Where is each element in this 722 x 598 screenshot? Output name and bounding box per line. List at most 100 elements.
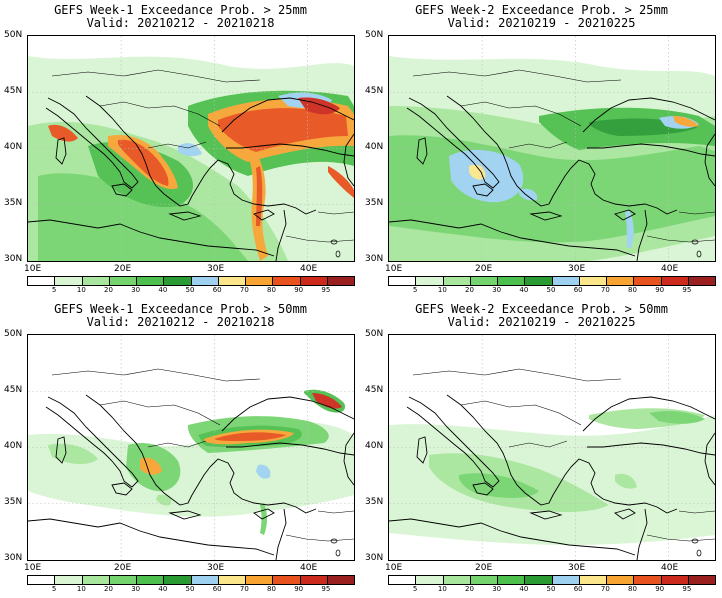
lat-label: 30N bbox=[4, 254, 23, 264]
panel-valid-dates: Valid: 20210219 - 20210225 bbox=[447, 315, 636, 329]
colorbar-segment bbox=[607, 277, 635, 285]
lat-label: 45N bbox=[4, 385, 23, 395]
lon-label: 30E bbox=[568, 264, 586, 274]
colorbar-label: 50 bbox=[546, 585, 556, 593]
colorbar-label: 60 bbox=[573, 585, 583, 593]
lon-label: 20E bbox=[475, 563, 493, 573]
lat-label: 30N bbox=[365, 553, 384, 563]
panel-title: GEFS Week-2 Exceedance Prob. > 50mm bbox=[415, 302, 668, 316]
colorbar-segment bbox=[82, 576, 110, 584]
colorbar-label: 60 bbox=[212, 286, 222, 294]
colorbar-segment bbox=[109, 277, 137, 285]
colorbar-segment bbox=[300, 576, 328, 584]
probability-map bbox=[388, 35, 716, 262]
colorbar-segment bbox=[416, 277, 444, 285]
colorbar-label: 80 bbox=[267, 585, 276, 593]
colorbar-segment bbox=[55, 576, 83, 584]
colorbar-label: 90 bbox=[294, 286, 304, 294]
lon-label: 40E bbox=[661, 563, 679, 573]
lat-label: 45N bbox=[365, 385, 384, 395]
colorbar-label: 70 bbox=[239, 286, 249, 294]
colorbar-label: 5 bbox=[412, 286, 418, 294]
colorbar-segment bbox=[246, 277, 274, 285]
colorbar-label: 70 bbox=[600, 286, 610, 294]
lon-label: 10E bbox=[385, 264, 403, 274]
colorbar-label: 80 bbox=[628, 286, 637, 294]
lat-label: 35N bbox=[4, 198, 23, 208]
colorbar-segment bbox=[191, 277, 219, 285]
colorbar-segment bbox=[82, 277, 110, 285]
panel-week1-50mm: GEFS Week-1 Exceedance Prob. > 50mm Vali… bbox=[0, 299, 361, 598]
colorbar-label: 80 bbox=[267, 286, 276, 294]
colorbar-segment bbox=[470, 277, 498, 285]
colorbar-label: 40 bbox=[158, 585, 168, 593]
colorbar-segment bbox=[109, 576, 137, 584]
colorbar-segment bbox=[164, 277, 192, 285]
panel-week2-50mm: GEFS Week-2 Exceedance Prob. > 50mm Vali… bbox=[361, 299, 722, 598]
colorbar-label: 40 bbox=[519, 585, 529, 593]
probability-map bbox=[388, 334, 716, 561]
colorbar-segment bbox=[634, 576, 662, 584]
colorbar-label: 20 bbox=[465, 286, 474, 294]
colorbar-segment bbox=[470, 576, 498, 584]
lat-label: 40N bbox=[4, 441, 23, 451]
colorbar-label: 95 bbox=[321, 286, 331, 294]
lon-label: 40E bbox=[300, 264, 318, 274]
lon-label: 10E bbox=[24, 264, 42, 274]
lat-label: 40N bbox=[4, 142, 23, 152]
colorbar-label: 95 bbox=[321, 585, 331, 593]
colorbar-segment bbox=[634, 277, 662, 285]
colorbar-label: 95 bbox=[682, 585, 692, 593]
probability-map bbox=[27, 334, 355, 561]
colorbar-label: 50 bbox=[185, 585, 195, 593]
colorbar-segment bbox=[137, 576, 165, 584]
colorbar-segment bbox=[191, 576, 219, 584]
colorbar-segment bbox=[688, 576, 715, 584]
lat-label: 50N bbox=[4, 329, 23, 339]
colorbar-segment bbox=[552, 277, 580, 285]
colorbar-segment bbox=[498, 277, 526, 285]
colorbar-label: 50 bbox=[185, 286, 195, 294]
colorbar-segment bbox=[443, 576, 471, 584]
colorbar-segment bbox=[28, 576, 56, 584]
colorbar bbox=[27, 276, 355, 286]
colorbar-segment bbox=[443, 277, 471, 285]
colorbar-segment bbox=[164, 576, 192, 584]
lon-label: 40E bbox=[300, 563, 318, 573]
colorbar-label: 60 bbox=[573, 286, 583, 294]
lon-label: 30E bbox=[207, 264, 225, 274]
colorbar-label: 10 bbox=[437, 585, 447, 593]
colorbar-label: 70 bbox=[600, 585, 610, 593]
colorbar-label: 5 bbox=[412, 585, 418, 593]
colorbar-label: 20 bbox=[104, 286, 113, 294]
colorbar-label: 30 bbox=[131, 585, 141, 593]
panel-week2-25mm: GEFS Week-2 Exceedance Prob. > 25mm Vali… bbox=[361, 0, 722, 299]
colorbar-segment bbox=[688, 277, 715, 285]
colorbar-segment bbox=[300, 277, 328, 285]
colorbar-segment bbox=[389, 277, 417, 285]
colorbar-label: 10 bbox=[437, 286, 447, 294]
lon-label: 30E bbox=[207, 563, 225, 573]
colorbar-label: 20 bbox=[104, 585, 113, 593]
colorbar-label: 95 bbox=[682, 286, 692, 294]
lat-label: 50N bbox=[365, 329, 384, 339]
colorbar bbox=[388, 276, 716, 286]
panel-valid-dates: Valid: 20210212 - 20210218 bbox=[86, 315, 275, 329]
colorbar-label: 90 bbox=[655, 585, 665, 593]
colorbar bbox=[388, 575, 716, 585]
colorbar-segment bbox=[28, 277, 56, 285]
colorbar-segment bbox=[55, 277, 83, 285]
colorbar-label: 50 bbox=[546, 286, 556, 294]
lat-label: 40N bbox=[365, 142, 384, 152]
colorbar-segment bbox=[389, 576, 417, 584]
colorbar-label: 80 bbox=[628, 585, 637, 593]
lat-label: 45N bbox=[365, 86, 384, 96]
panel-valid-dates: Valid: 20210219 - 20210225 bbox=[447, 16, 636, 30]
panel-valid-dates: Valid: 20210212 - 20210218 bbox=[86, 16, 275, 30]
colorbar-segment bbox=[273, 277, 301, 285]
lon-label: 10E bbox=[385, 563, 403, 573]
panel-week1-25mm: GEFS Week-1 Exceedance Prob. > 25mm Vali… bbox=[0, 0, 361, 299]
colorbar bbox=[27, 575, 355, 585]
lat-label: 45N bbox=[4, 86, 23, 96]
colorbar-label: 30 bbox=[492, 286, 502, 294]
